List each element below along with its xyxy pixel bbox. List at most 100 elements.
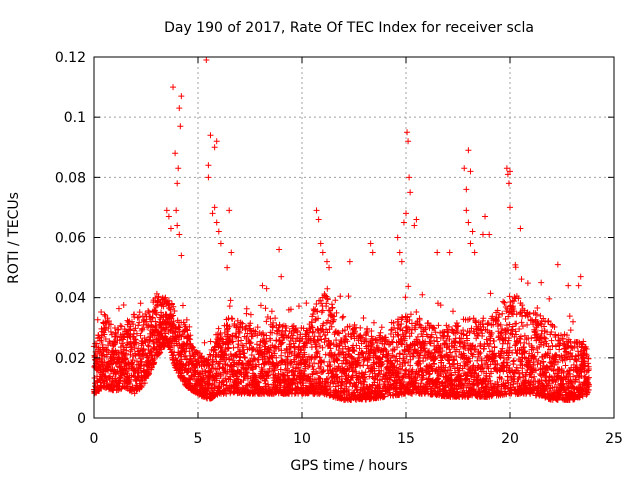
data-point: [137, 300, 144, 307]
data-point: [548, 337, 555, 344]
data-point: [434, 338, 441, 345]
data-point: [276, 322, 283, 329]
data-point: [153, 311, 160, 318]
data-point: [146, 370, 153, 377]
data-point: [141, 380, 148, 387]
data-point: [479, 333, 486, 340]
data-point: [510, 361, 517, 368]
data-point: [506, 293, 513, 300]
data-point: [107, 328, 114, 335]
data-point: [313, 300, 320, 307]
data-point: [168, 300, 175, 307]
data-point: [113, 333, 120, 340]
data-point: [112, 330, 119, 337]
data-point: [518, 276, 525, 283]
data-point: [108, 367, 115, 374]
data-point: [107, 321, 114, 328]
data-point: [236, 329, 243, 336]
data-point: [291, 344, 298, 351]
data-point: [133, 330, 140, 337]
data-point: [225, 345, 232, 352]
data-point: [303, 300, 310, 307]
data-point: [542, 335, 549, 342]
data-point: [321, 339, 328, 346]
data-point: [131, 390, 138, 397]
data-point: [377, 329, 384, 336]
data-point: [562, 362, 569, 369]
data-point: [329, 304, 336, 311]
data-point: [324, 285, 331, 292]
data-point: [102, 372, 109, 379]
data-point: [163, 324, 170, 331]
data-point: [127, 326, 134, 333]
data-point: [179, 302, 186, 309]
data-point: [151, 356, 158, 363]
data-point: [152, 309, 159, 316]
data-point: [137, 365, 144, 372]
data-point: [170, 321, 177, 328]
data-point: [101, 311, 108, 318]
data-point: [101, 331, 108, 338]
data-point: [129, 357, 136, 364]
data-point: [158, 329, 165, 336]
data-point: [131, 311, 138, 318]
data-point: [247, 311, 254, 318]
data-point: [98, 337, 105, 344]
data-point: [419, 291, 426, 298]
data-point: [98, 308, 105, 315]
data-point: [138, 377, 145, 384]
data-point: [340, 313, 347, 320]
data-point: [93, 340, 100, 347]
data-point: [226, 303, 233, 310]
data-point: [165, 302, 172, 309]
data-point: [145, 343, 152, 350]
data-point: [110, 338, 117, 345]
data-point: [319, 307, 326, 314]
data-point: [101, 359, 108, 366]
data-point: [124, 370, 131, 377]
data-point: [130, 321, 137, 328]
data-point: [134, 314, 141, 321]
data-point: [513, 320, 520, 327]
data-point: [137, 332, 144, 339]
data-point: [139, 326, 146, 333]
data-point: [524, 321, 531, 328]
data-point: [518, 319, 525, 326]
data-point: [461, 343, 468, 350]
data-point: [118, 323, 125, 330]
data-point: [501, 299, 508, 306]
data-point: [263, 318, 270, 325]
data-point: [510, 357, 517, 364]
data-point: [360, 314, 367, 321]
data-point: [104, 315, 111, 322]
data-point: [145, 307, 152, 314]
data-point: [162, 294, 169, 301]
data-point: [499, 310, 506, 317]
data-point: [545, 318, 552, 325]
data-point: [135, 313, 142, 320]
data-point: [149, 314, 156, 321]
data-point: [120, 302, 127, 309]
data-point: [120, 342, 127, 349]
data-point: [99, 341, 106, 348]
data-point: [480, 315, 487, 322]
data-point: [487, 290, 494, 297]
data-point: [133, 358, 140, 365]
data-point: [146, 338, 153, 345]
data-point: [148, 353, 155, 360]
data-point: [413, 308, 420, 315]
data-point: [541, 334, 548, 341]
data-point: [119, 367, 126, 374]
data-point: [519, 323, 526, 330]
data-point: [201, 339, 208, 346]
data-point: [318, 309, 325, 316]
data-point: [207, 338, 214, 345]
data-point: [370, 319, 377, 326]
data-point: [94, 316, 101, 323]
data-point: [500, 298, 507, 305]
data-point: [567, 327, 574, 334]
data-point: [337, 293, 344, 300]
data-point: [228, 315, 235, 322]
data-point: [103, 346, 110, 353]
data-point: [138, 383, 145, 390]
